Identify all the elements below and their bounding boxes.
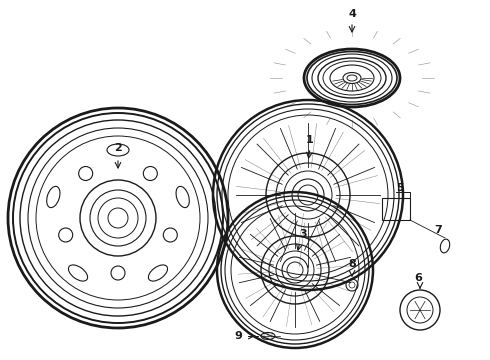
- Text: 5: 5: [396, 183, 404, 193]
- Text: 9: 9: [234, 331, 242, 341]
- Text: 6: 6: [414, 273, 422, 283]
- Text: 1: 1: [306, 135, 314, 145]
- Text: 7: 7: [434, 225, 442, 235]
- Text: 8: 8: [348, 259, 356, 269]
- Bar: [382, 198, 410, 220]
- Text: 4: 4: [348, 9, 356, 19]
- Text: 2: 2: [114, 143, 122, 153]
- Text: 3: 3: [299, 229, 307, 239]
